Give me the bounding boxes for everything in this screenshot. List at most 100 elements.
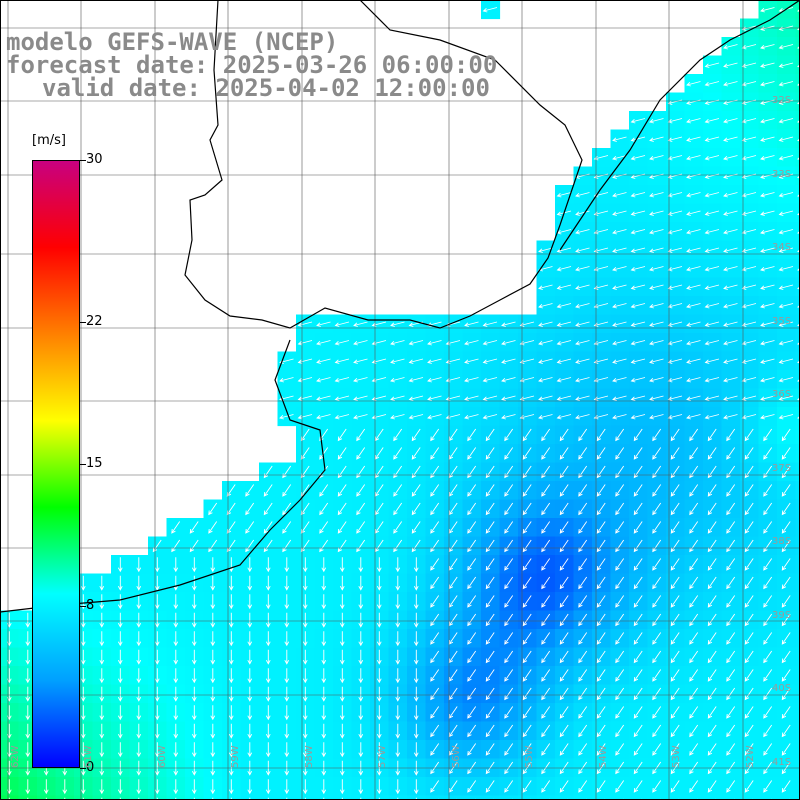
wind-arrow <box>578 595 588 608</box>
wind-arrow <box>744 706 754 719</box>
valid-date: valid date: 2025-04-02 12:00:00 <box>42 74 490 102</box>
wind-arrow <box>501 340 516 346</box>
wind-arrow <box>358 742 364 758</box>
wind-arrow <box>228 649 234 665</box>
wind-arrow <box>556 266 572 272</box>
wind-arrow <box>501 358 516 364</box>
wind-arrow <box>522 632 532 645</box>
wind-arrow <box>667 99 683 105</box>
wind-arrow <box>760 395 775 401</box>
wind-arrow <box>265 742 271 758</box>
wind-arrow <box>117 723 123 739</box>
wind-arrow <box>689 687 699 701</box>
wind-arrow <box>615 576 625 590</box>
wind-arrow <box>781 447 791 460</box>
wind-arrow <box>279 414 294 420</box>
wind-arrow <box>578 613 588 627</box>
wind-arrow <box>284 557 290 573</box>
wind-arrow <box>334 358 350 364</box>
wind-arrow <box>245 521 255 534</box>
wind-arrow <box>99 705 105 721</box>
wind-arrow <box>704 155 720 161</box>
wind-arrow <box>612 284 627 290</box>
wind-speed-cell <box>518 795 538 800</box>
wind-arrow <box>467 613 477 627</box>
wind-arrow <box>704 358 720 364</box>
wind-arrow <box>760 303 775 309</box>
latitude-label: 39S <box>772 609 792 621</box>
wind-arrow <box>191 705 197 721</box>
wind-arrow <box>596 484 606 497</box>
wind-arrow <box>464 321 479 327</box>
wind-arrow <box>778 229 794 235</box>
wind-arrow <box>707 558 717 571</box>
wind-arrow <box>596 576 606 590</box>
wind-arrow <box>559 595 569 608</box>
wind-arrow <box>741 284 757 290</box>
wind-arrow <box>667 210 683 216</box>
wind-arrow <box>393 484 403 497</box>
wind-speed-cell <box>425 795 445 800</box>
wind-arrow <box>596 502 606 516</box>
wind-arrow <box>778 321 794 327</box>
colorbar-tick-label: 15 <box>86 456 103 471</box>
wind-arrow <box>596 447 606 460</box>
wind-speed-cell <box>795 37 800 57</box>
wind-arrow <box>467 447 477 460</box>
wind-speed-cell <box>795 407 800 427</box>
wind-arrow <box>633 706 643 719</box>
wind-arrow <box>760 99 775 105</box>
wind-arrow <box>778 81 794 87</box>
wind-arrow <box>723 155 738 161</box>
wind-arrow <box>284 723 290 739</box>
wind-arrow <box>154 649 160 665</box>
longitude-label: 52W <box>745 745 756 768</box>
wind-arrow <box>763 632 773 645</box>
wind-arrow <box>210 705 216 721</box>
wind-arrow <box>781 706 791 719</box>
wind-arrow <box>630 284 646 290</box>
wind-speed-cell <box>573 795 593 800</box>
wind-arrow <box>339 705 345 721</box>
wind-speed-cell <box>795 148 800 168</box>
wind-arrow <box>689 447 699 460</box>
wind-arrow <box>723 192 738 198</box>
wind-arrow <box>228 631 234 647</box>
wind-arrow <box>615 428 625 442</box>
longitude-label: 55W <box>524 745 535 768</box>
wind-arrow <box>556 192 572 198</box>
wind-arrow <box>612 358 627 364</box>
wind-arrow <box>575 395 590 401</box>
wind-arrow <box>154 631 160 647</box>
wind-arrow <box>522 595 532 608</box>
wind-arrow <box>615 521 625 534</box>
wind-arrow <box>430 484 440 497</box>
wind-arrow <box>556 284 572 290</box>
wind-arrow <box>247 668 253 684</box>
wind-arrow <box>247 612 253 628</box>
wind-arrow <box>726 780 736 793</box>
wind-arrow <box>763 669 773 682</box>
wind-arrow <box>760 173 775 179</box>
wind-arrow <box>319 484 329 497</box>
wind-arrow <box>247 575 253 591</box>
wind-arrow <box>25 649 31 665</box>
wind-arrow <box>482 340 498 346</box>
wind-arrow <box>393 447 403 460</box>
wind-arrow <box>154 723 160 739</box>
wind-arrow <box>411 539 421 553</box>
wind-arrow <box>781 780 791 793</box>
wind-arrow <box>339 723 345 739</box>
wind-arrow <box>302 668 308 684</box>
wind-arrow <box>284 575 290 591</box>
wind-arrow <box>689 484 699 497</box>
wind-arrow <box>284 779 290 795</box>
wind-arrow <box>760 44 775 50</box>
wind-arrow <box>559 558 569 571</box>
wind-arrow <box>541 706 551 719</box>
wind-arrow <box>649 118 664 124</box>
wind-arrow <box>704 247 720 253</box>
wind-arrow <box>593 173 609 179</box>
wind-speed-cell <box>610 795 630 800</box>
wind-arrow <box>667 395 683 401</box>
